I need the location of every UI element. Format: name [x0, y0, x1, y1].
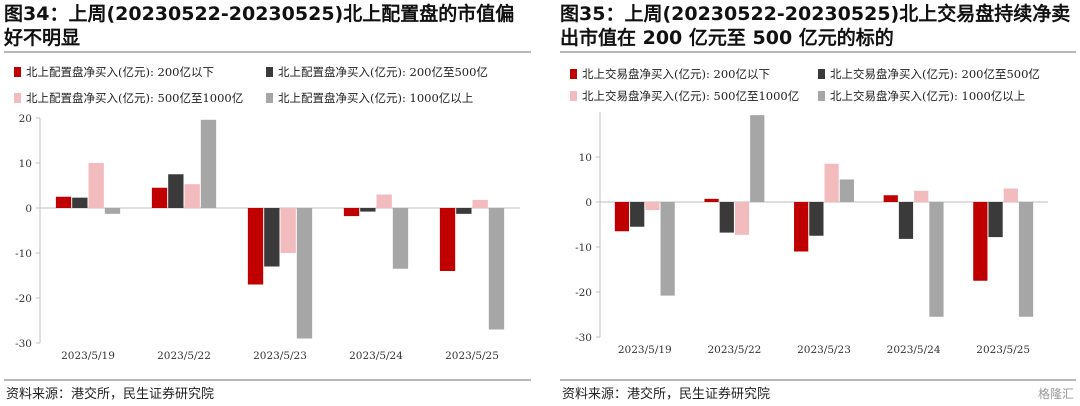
watermark-text: 格隆汇: [1037, 387, 1074, 401]
x-tick-label: 2023/5/23: [253, 350, 307, 362]
legend-swatch: [266, 93, 273, 103]
legend-item: 北上配置盘净买入(亿元): 1000亿以上: [266, 90, 473, 106]
bar: [1018, 202, 1034, 317]
title-divider: [560, 51, 1076, 53]
legend-label: 北上配置盘净买入(亿元): 200亿以下: [26, 65, 214, 79]
legend-swatch: [266, 67, 273, 77]
bar: [883, 195, 898, 202]
bar: [645, 202, 660, 211]
x-tick-label: 2023/5/25: [445, 350, 499, 362]
bar-chart-left: -30 -20 -10 0 10 20 2023/5/19 2023/5/22 2023/5/2…: [15, 113, 520, 362]
x-tick-label: 2023/5/24: [349, 350, 403, 362]
bar: [734, 202, 750, 235]
chart-panel-right: 图35：上周(20230522-20230525)北上交易盘持续净卖出市值在 2…: [556, 0, 1080, 406]
bar: [750, 115, 765, 202]
bar: [488, 208, 505, 330]
bar: [472, 199, 488, 208]
legend-swatch: [818, 91, 825, 101]
bar: [168, 174, 184, 208]
legend-item: 北上交易盘净买入(亿元): 200亿以下: [570, 66, 770, 82]
y-tick-label: -10: [575, 242, 592, 254]
bar-chart-right: -30 -20 -10 0 10 2023/5/19 2023/5/22 2023/5/23 2…: [575, 112, 1048, 356]
y-tick-label: 20: [19, 113, 32, 125]
legend-swatch: [570, 91, 577, 101]
x-tick-label: 2023/5/23: [797, 344, 851, 356]
legend-item: 北上配置盘净买入(亿元): 500亿至1000亿: [14, 90, 243, 106]
x-tick-label: 2023/5/24: [887, 344, 941, 356]
bar: [264, 208, 280, 267]
x-tick-label: 2023/5/19: [61, 350, 115, 362]
legend-swatch: [570, 69, 577, 79]
footer-divider: [560, 379, 1076, 381]
chart-title: 图35：上周(20230522-20230525)北上交易盘持续净卖出市值在 2…: [560, 3, 1071, 49]
bar: [88, 163, 104, 208]
y-tick-label: -30: [15, 338, 32, 350]
bar: [360, 208, 376, 212]
source-note: 资料来源：港交所，民生证券研究院: [6, 387, 215, 402]
bar: [824, 163, 839, 202]
bar: [794, 202, 809, 252]
bar: [1003, 188, 1018, 202]
bar: [660, 202, 675, 296]
legend-label: 北上交易盘净买入(亿元): 500亿至1000亿: [582, 89, 800, 103]
bar: [929, 202, 944, 317]
bar: [72, 197, 88, 208]
bar: [296, 208, 313, 339]
legend-label: 北上配置盘净买入(亿元): 500亿至1000亿: [26, 91, 244, 105]
bar: [973, 202, 988, 281]
y-tick-label: -20: [15, 293, 32, 305]
x-tick-label: 2023/5/22: [157, 350, 211, 362]
bar: [104, 208, 121, 214]
bar: [614, 202, 630, 232]
chart-panel-left: 图34：上周(20230522-20230525)北上配置盘的市值偏好不明显 北…: [0, 0, 535, 406]
title-divider: [4, 51, 531, 53]
x-tick-label: 2023/5/19: [618, 344, 672, 356]
bar: [343, 208, 360, 217]
bar: [439, 208, 456, 271]
bar: [839, 179, 854, 202]
legend-label: 北上配置盘净买入(亿元): 1000亿以上: [278, 91, 474, 105]
legend-item: 北上配置盘净买入(亿元): 200亿以下: [14, 64, 214, 80]
bar: [704, 198, 719, 202]
bar: [376, 194, 392, 208]
x-tick-label: 2023/5/25: [976, 344, 1030, 356]
y-tick-label: 0: [585, 197, 592, 209]
legend-item: 北上交易盘净买入(亿元): 1000亿以上: [818, 88, 1025, 104]
y-tick-label: -10: [15, 248, 32, 260]
y-tick-label: -30: [575, 332, 592, 344]
legend-swatch: [14, 67, 21, 77]
bar: [200, 119, 217, 208]
legend-label: 北上配置盘净买入(亿元): 200亿至500亿: [278, 65, 488, 79]
bar: [719, 202, 734, 233]
bar: [392, 208, 409, 269]
bar: [809, 202, 824, 236]
bar: [898, 202, 914, 239]
legend-item: 北上交易盘净买入(亿元): 200亿至500亿: [818, 66, 1040, 82]
bar: [280, 208, 296, 253]
legend-label: 北上交易盘净买入(亿元): 1000亿以上: [830, 89, 1026, 103]
bar: [988, 202, 1003, 238]
y-tick-label: -20: [575, 287, 592, 299]
chart-title: 图34：上周(20230522-20230525)北上配置盘的市值偏好不明显: [4, 3, 515, 49]
bar: [184, 184, 200, 208]
legend-item: 北上交易盘净买入(亿元): 500亿至1000亿: [570, 88, 799, 104]
bar: [247, 208, 264, 285]
legend-swatch: [818, 69, 825, 79]
legend-item: 北上配置盘净买入(亿元): 200亿至500亿: [266, 64, 488, 80]
bar: [630, 202, 645, 227]
x-tick-label: 2023/5/22: [707, 344, 761, 356]
y-tick-label: 10: [579, 152, 592, 164]
bar: [151, 187, 168, 208]
legend-label: 北上交易盘净买入(亿元): 200亿至500亿: [830, 67, 1040, 81]
legend-label: 北上交易盘净买入(亿元): 200亿以下: [582, 67, 770, 81]
y-tick-label: 10: [19, 158, 32, 170]
bar: [55, 196, 72, 208]
bar: [914, 190, 929, 202]
source-note: 资料来源：港交所，民生证券研究院: [562, 387, 771, 402]
y-tick-label: 0: [25, 203, 32, 215]
bar: [456, 208, 472, 214]
legend-swatch: [14, 93, 21, 103]
footer-divider: [4, 379, 531, 381]
